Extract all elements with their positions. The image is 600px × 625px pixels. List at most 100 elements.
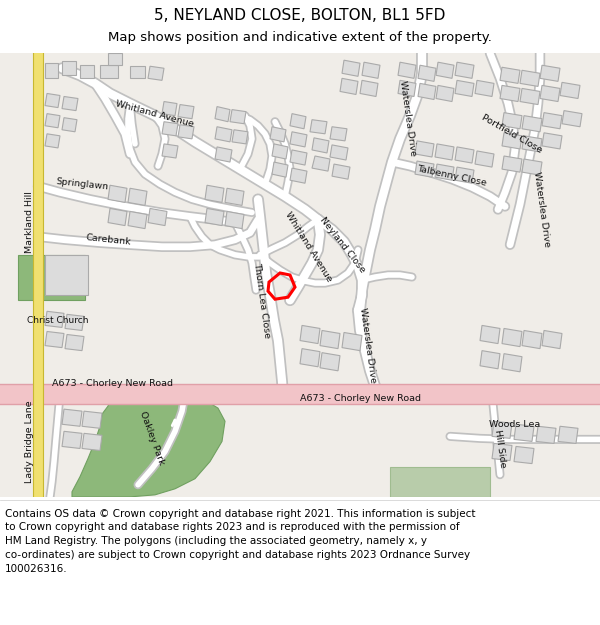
- Text: Thorn Lea Close: Thorn Lea Close: [252, 262, 272, 339]
- Text: Portfield Close: Portfield Close: [480, 113, 544, 155]
- Polygon shape: [100, 65, 118, 78]
- Polygon shape: [108, 53, 122, 65]
- Polygon shape: [514, 424, 534, 441]
- Polygon shape: [108, 209, 127, 226]
- Polygon shape: [475, 81, 494, 96]
- Polygon shape: [502, 354, 522, 372]
- Polygon shape: [455, 167, 474, 183]
- Polygon shape: [45, 311, 64, 328]
- Polygon shape: [62, 409, 82, 426]
- Polygon shape: [148, 209, 167, 226]
- Polygon shape: [290, 150, 307, 165]
- Text: Waterslea Drive: Waterslea Drive: [532, 171, 552, 248]
- Polygon shape: [162, 122, 178, 136]
- Text: Lady Bridge Lane: Lady Bridge Lane: [25, 400, 35, 482]
- Polygon shape: [45, 255, 88, 295]
- Polygon shape: [290, 168, 307, 183]
- Polygon shape: [65, 314, 84, 331]
- Polygon shape: [205, 185, 224, 202]
- Text: Carebank: Carebank: [85, 233, 131, 246]
- Text: Whitland Avenue: Whitland Avenue: [115, 99, 195, 128]
- Polygon shape: [436, 86, 454, 101]
- Polygon shape: [270, 127, 286, 142]
- Polygon shape: [215, 107, 230, 122]
- Polygon shape: [522, 116, 542, 132]
- Polygon shape: [290, 132, 307, 147]
- Polygon shape: [108, 185, 127, 202]
- Polygon shape: [475, 151, 494, 167]
- Polygon shape: [232, 130, 248, 144]
- Polygon shape: [540, 65, 560, 81]
- Polygon shape: [148, 66, 164, 81]
- Polygon shape: [340, 78, 358, 94]
- Polygon shape: [45, 94, 60, 108]
- Polygon shape: [330, 127, 347, 141]
- Polygon shape: [542, 331, 562, 349]
- Polygon shape: [342, 60, 360, 76]
- Polygon shape: [558, 426, 578, 443]
- Text: to Crown copyright and database rights 2023 and is reproduced with the permissio: to Crown copyright and database rights 2…: [5, 522, 460, 532]
- Polygon shape: [415, 141, 434, 157]
- Polygon shape: [502, 112, 522, 129]
- Polygon shape: [312, 138, 329, 153]
- Polygon shape: [480, 326, 500, 344]
- Polygon shape: [398, 81, 416, 96]
- Polygon shape: [320, 352, 340, 371]
- Polygon shape: [215, 147, 232, 162]
- Polygon shape: [332, 164, 350, 179]
- Polygon shape: [178, 104, 194, 119]
- Polygon shape: [390, 467, 490, 497]
- Polygon shape: [225, 188, 244, 206]
- Polygon shape: [435, 164, 454, 180]
- Polygon shape: [455, 147, 474, 163]
- Polygon shape: [45, 63, 58, 78]
- Polygon shape: [80, 65, 94, 78]
- Polygon shape: [562, 111, 582, 127]
- Polygon shape: [502, 156, 522, 172]
- Polygon shape: [542, 132, 562, 149]
- Polygon shape: [455, 62, 474, 78]
- Polygon shape: [128, 211, 147, 229]
- Polygon shape: [62, 431, 82, 449]
- Text: Neyland Close: Neyland Close: [317, 215, 367, 274]
- Text: Waterslea Drive: Waterslea Drive: [398, 81, 418, 157]
- Polygon shape: [560, 82, 580, 99]
- Polygon shape: [492, 421, 512, 438]
- Polygon shape: [540, 86, 560, 101]
- Polygon shape: [435, 144, 454, 160]
- Polygon shape: [320, 331, 340, 349]
- Polygon shape: [360, 81, 378, 96]
- Text: HM Land Registry. The polygons (including the associated geometry, namely x, y: HM Land Registry. The polygons (includin…: [5, 536, 427, 546]
- Polygon shape: [130, 66, 145, 78]
- Text: 5, NEYLAND CLOSE, BOLTON, BL1 5FD: 5, NEYLAND CLOSE, BOLTON, BL1 5FD: [154, 8, 446, 22]
- Polygon shape: [290, 114, 306, 129]
- Text: Woods Lea: Woods Lea: [490, 420, 541, 429]
- Polygon shape: [480, 351, 500, 369]
- Polygon shape: [33, 48, 43, 502]
- Polygon shape: [362, 62, 380, 78]
- Polygon shape: [522, 159, 542, 175]
- Polygon shape: [45, 134, 60, 148]
- Polygon shape: [522, 136, 542, 152]
- Polygon shape: [0, 384, 600, 404]
- Text: Talbenny Close: Talbenny Close: [416, 164, 488, 188]
- Polygon shape: [514, 446, 534, 464]
- Polygon shape: [436, 62, 454, 78]
- Text: Springlawn: Springlawn: [55, 177, 109, 191]
- Polygon shape: [18, 255, 85, 300]
- Polygon shape: [128, 188, 147, 206]
- Polygon shape: [330, 145, 348, 160]
- Text: Waterslea Drive: Waterslea Drive: [358, 308, 378, 384]
- Polygon shape: [312, 156, 330, 171]
- Polygon shape: [62, 118, 77, 132]
- Polygon shape: [520, 88, 540, 104]
- Text: Hill Side: Hill Side: [493, 429, 507, 468]
- Polygon shape: [455, 81, 474, 96]
- Polygon shape: [62, 61, 76, 75]
- Text: Whitland Avenue: Whitland Avenue: [283, 210, 333, 283]
- Polygon shape: [205, 209, 224, 226]
- Polygon shape: [62, 96, 78, 111]
- Text: A673 - Chorley New Road: A673 - Chorley New Road: [299, 394, 421, 402]
- Text: Christ Church: Christ Church: [27, 316, 89, 325]
- Polygon shape: [502, 329, 522, 347]
